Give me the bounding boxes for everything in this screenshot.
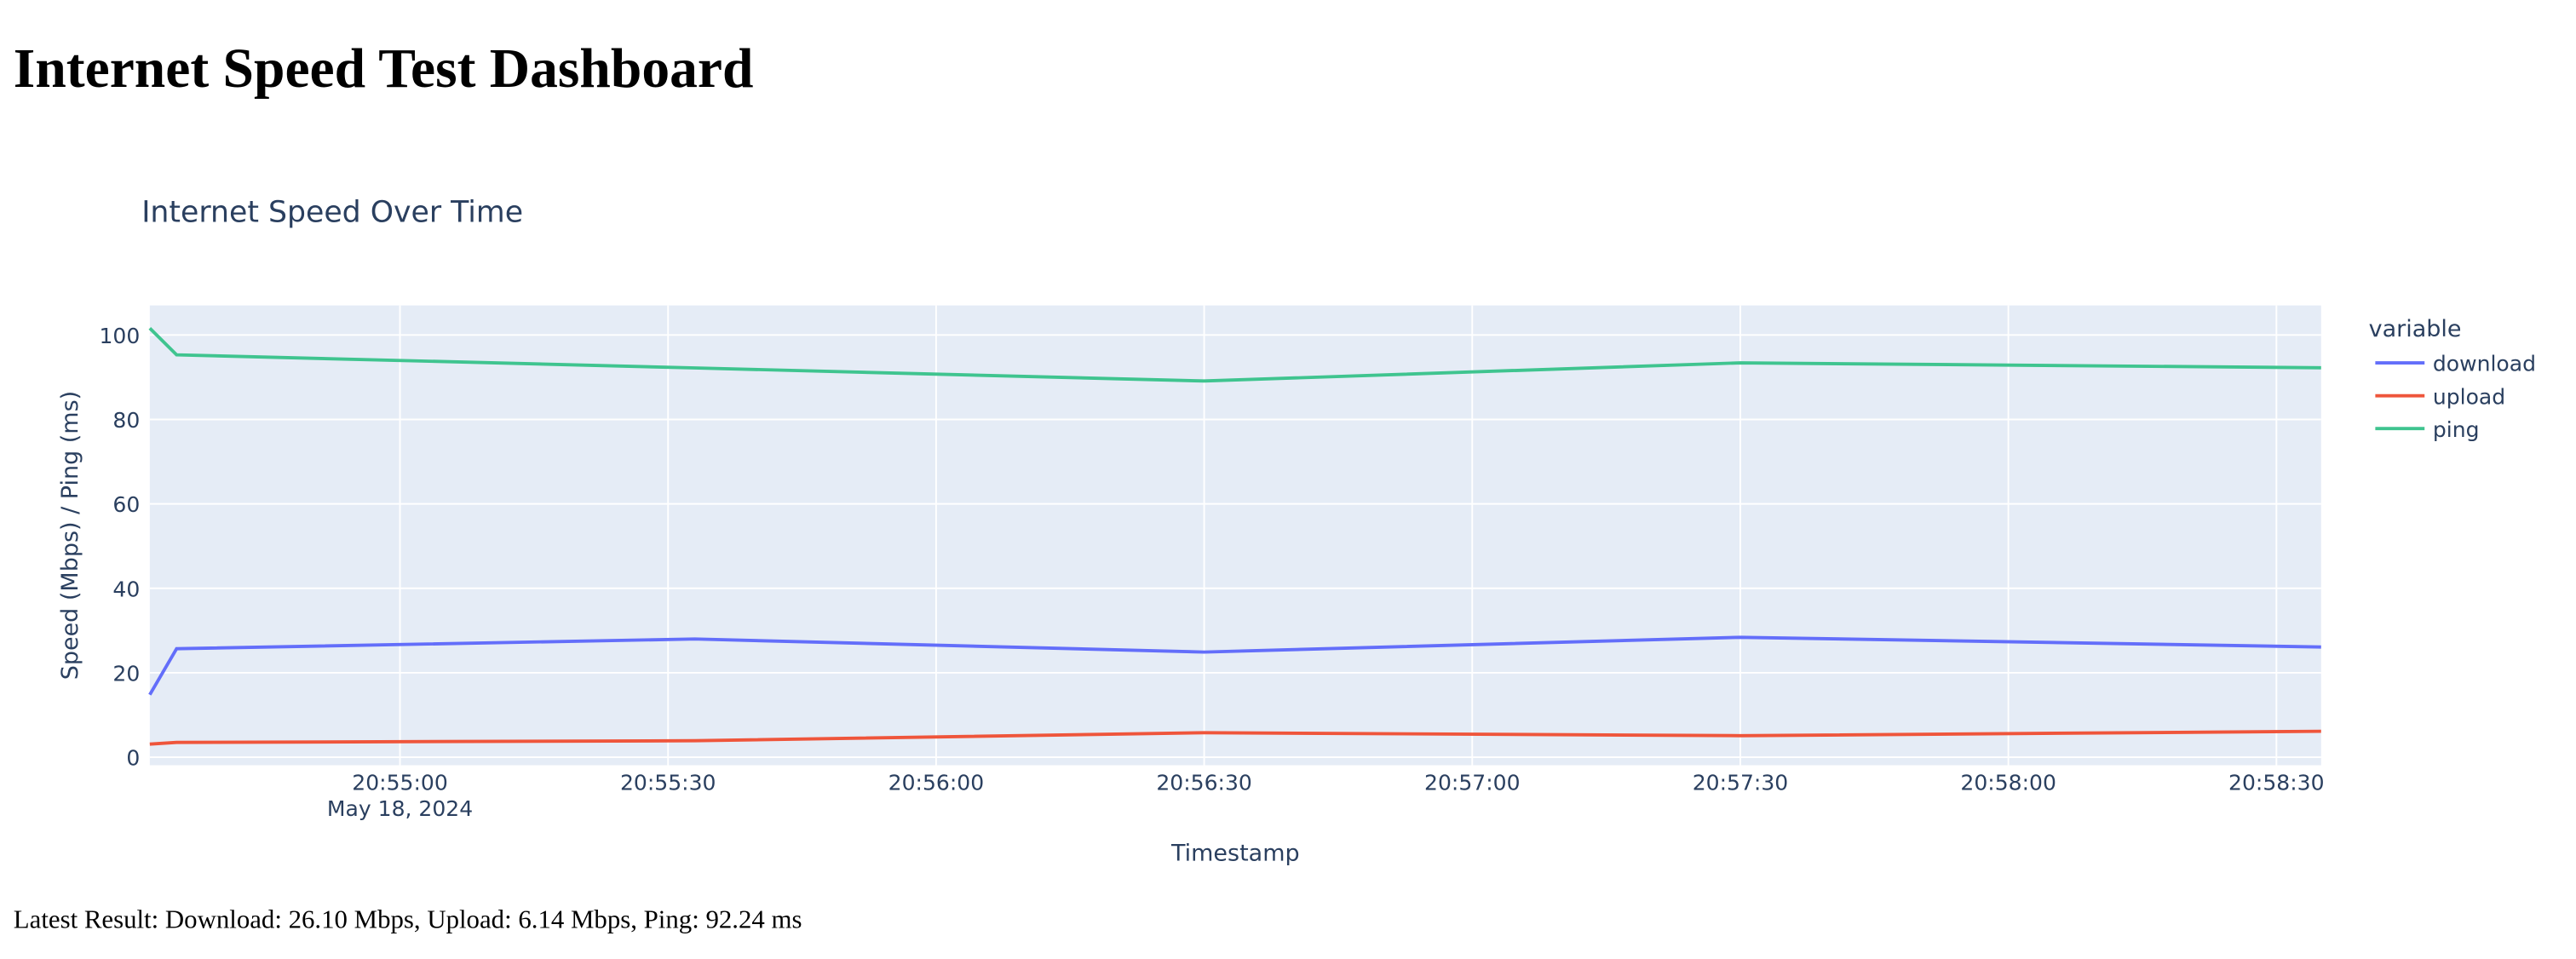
series-line (149, 729, 2321, 746)
y-tick-label: 80 (112, 408, 140, 433)
x-tick-label: 20:55:30 (620, 770, 716, 795)
x-tick-label: 20:58:00 (1960, 770, 2056, 795)
y-axis-title: Speed (Mbps) / Ping (ms) (57, 391, 83, 680)
legend-label: upload (2433, 384, 2505, 409)
x-axis-title: Timestamp (1170, 840, 1300, 866)
legend-title: variable (2369, 316, 2462, 342)
x-tick-label: 20:57:00 (1424, 770, 1521, 795)
x-tick-label: 20:56:30 (1156, 770, 1252, 795)
latest-result: Latest Result: Download: 26.10 Mbps, Upl… (14, 904, 802, 933)
x-tick-label: 20:57:30 (1693, 770, 1789, 795)
page-title: Internet Speed Test Dashboard (14, 38, 754, 100)
legend-label: download (2433, 352, 2536, 376)
y-tick-label: 40 (112, 577, 140, 601)
lines (148, 327, 2321, 746)
series-line (148, 327, 2321, 383)
chart-title: Internet Speed Over Time (141, 195, 523, 229)
x-tick-label: 20:55:00 (352, 770, 448, 795)
grid (149, 305, 2321, 766)
y-tick-label: 20 (112, 662, 140, 686)
y-tick-label: 100 (99, 324, 140, 348)
x-tick-label: 20:56:00 (888, 770, 985, 795)
y-tick-label: 60 (112, 492, 140, 517)
x-tick-label: 20:58:30 (2228, 770, 2325, 795)
legend: download upload ping (2375, 352, 2536, 442)
series-line (148, 635, 2321, 696)
x-date-label: May 18, 2024 (327, 796, 473, 821)
legend-label: ping (2433, 417, 2480, 442)
plot-area (149, 305, 2321, 766)
y-tick-label: 0 (126, 746, 140, 771)
